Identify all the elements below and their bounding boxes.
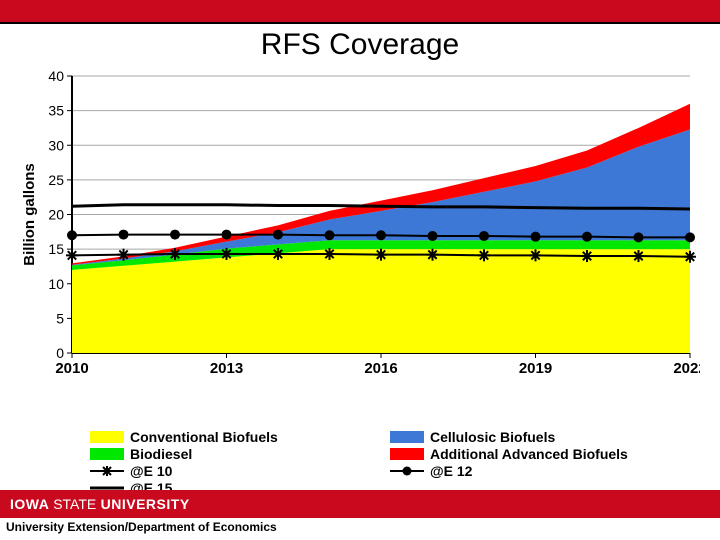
legend-e10: @E 10	[90, 462, 390, 479]
legend-advanced: Additional Advanced Biofuels	[390, 445, 690, 462]
svg-text:0: 0	[56, 345, 64, 361]
svg-text:2022: 2022	[673, 360, 700, 377]
svg-text:35: 35	[48, 103, 64, 119]
footer-brand-bar: IOWA STATE UNIVERSITY	[0, 490, 720, 518]
slide: RFS Coverage 0 5 10 15 20 25 30 35 40 2010 2013 201…	[0, 0, 720, 540]
svg-text:10: 10	[48, 276, 64, 292]
legend-conventional: Conventional Biofuels	[90, 428, 390, 445]
svg-text:40: 40	[48, 68, 64, 84]
legend-e12: @E 12	[390, 462, 690, 479]
chart-svg: 0 5 10 15 20 25 30 35 40 2010 2013 2016 2019 2022 Bill…	[20, 68, 700, 488]
svg-text:20: 20	[48, 207, 64, 223]
svg-text:15: 15	[48, 241, 64, 257]
svg-text:5: 5	[56, 310, 64, 326]
rfs-coverage-chart: 0 5 10 15 20 25 30 35 40 2010 2013 2016 2019 2022 Bill…	[20, 68, 700, 488]
top-brand-bar	[0, 0, 720, 24]
legend-biodiesel: Biodiesel	[90, 445, 390, 462]
chart-legend: Conventional Biofuels Biodiesel @E 10 @E…	[90, 428, 690, 496]
svg-text:2010: 2010	[55, 360, 88, 377]
legend-cellulosic: Cellulosic Biofuels	[390, 428, 690, 445]
svg-text:2019: 2019	[519, 360, 552, 377]
slide-title: RFS Coverage	[0, 22, 720, 62]
footer-brand-text: IOWA STATE UNIVERSITY	[10, 496, 190, 512]
svg-text:2013: 2013	[210, 360, 243, 377]
svg-text:Billion gallons: Billion gallons	[21, 163, 38, 266]
svg-text:2016: 2016	[364, 360, 397, 377]
footer-department: University Extension/Department of Econo…	[0, 518, 720, 540]
svg-text:30: 30	[48, 137, 64, 153]
svg-text:25: 25	[48, 172, 64, 188]
